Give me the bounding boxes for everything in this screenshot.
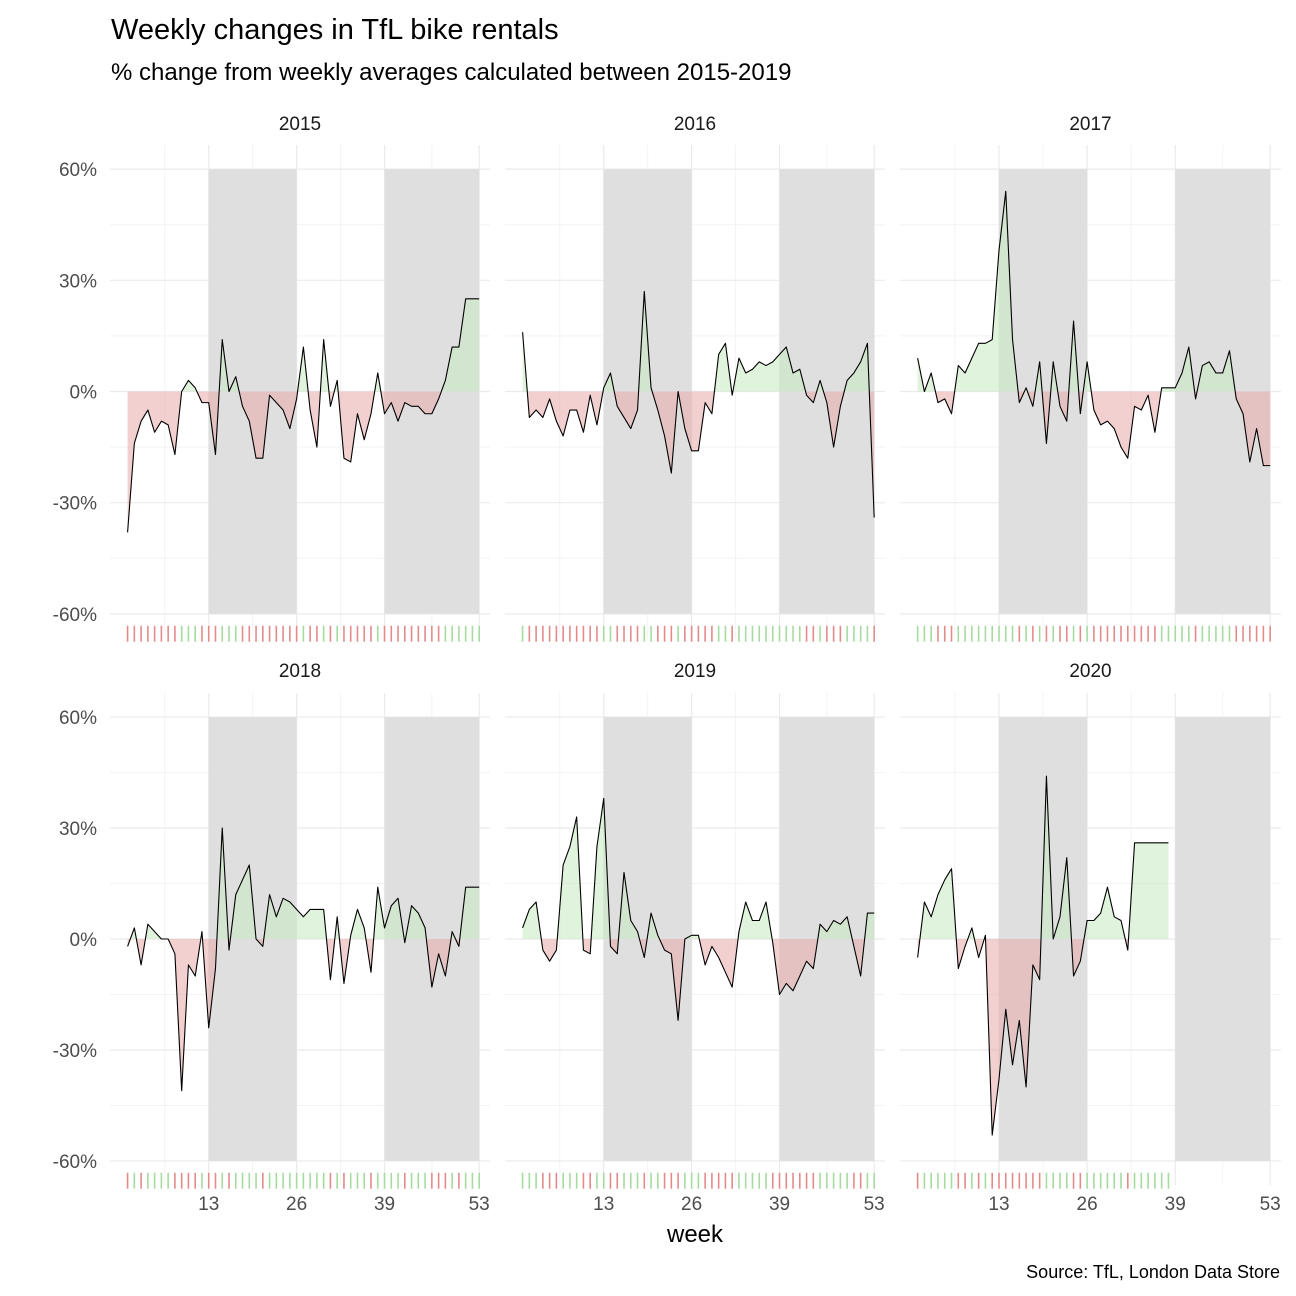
series-line (917, 190, 1271, 467)
positive-area (522, 798, 875, 939)
facet-strip-label: 2017 (1069, 114, 1111, 135)
x-tick-label: 53 (1260, 1194, 1281, 1215)
chart-subtitle: % change from weekly averages calculated… (111, 59, 791, 86)
facet-panel-2018: 2018 -60% -30% 0% 30% 60% 13 26 39 53 (53, 661, 490, 1215)
facet-panel-2015: 2015 -60% -30% 0% 30% 60% (53, 114, 490, 642)
facet-panel-2017: 2017 (900, 114, 1281, 642)
y-tick-label: -60% (53, 1152, 97, 1173)
facet-panel-2016: 2016 (505, 114, 885, 642)
y-tick-label: 30% (59, 819, 97, 840)
facet-strip-label: 2015 (279, 114, 321, 135)
positive-area (917, 191, 1271, 392)
series-line (917, 775, 1169, 1136)
facet-panel-2020: 2020 13 26 39 53 (900, 661, 1281, 1215)
y-tick-label: 30% (59, 271, 97, 292)
facet-panels: 2015 -60% -30% 0% 30% 60% 2016 2017 2018 -60% -30%… (53, 114, 1281, 1215)
positive-area (522, 291, 875, 392)
facet-strip-label: 2019 (674, 661, 716, 682)
y-tick-label: 60% (59, 160, 97, 181)
series-line (127, 298, 480, 533)
series-line (522, 797, 875, 1021)
chart-title: Weekly changes in TfL bike rentals (111, 14, 559, 46)
positive-area (127, 828, 480, 939)
y-tick-label: 0% (70, 383, 98, 404)
negative-area (127, 939, 480, 1091)
y-tick-label: -30% (53, 494, 97, 515)
facet-strip-label: 2016 (674, 114, 716, 135)
caption: Source: TfL, London Data Store (1026, 1262, 1280, 1282)
y-tick-label: -60% (53, 605, 97, 626)
x-tick-label: 13 (988, 1194, 1009, 1215)
x-axis-title: week (666, 1221, 724, 1248)
series-line (522, 290, 875, 518)
series-line (127, 827, 480, 1092)
facet-strip-label: 2018 (279, 661, 321, 682)
shaded-week-range (1175, 717, 1271, 1161)
facet-panel-2019: 2019 13 26 39 53 (505, 661, 885, 1215)
x-tick-label: 53 (469, 1194, 490, 1215)
x-tick-label: 26 (286, 1194, 307, 1215)
x-tick-label: 26 (1077, 1194, 1098, 1215)
x-tick-label: 13 (198, 1194, 219, 1215)
negative-area (127, 391, 480, 533)
y-tick-label: -30% (53, 1041, 97, 1062)
x-tick-label: 13 (593, 1194, 614, 1215)
facet-strip-label: 2020 (1069, 661, 1111, 682)
positive-area (917, 776, 1169, 939)
x-tick-label: 53 (864, 1194, 885, 1215)
y-tick-label: 60% (59, 708, 97, 729)
x-tick-label: 39 (769, 1194, 790, 1215)
x-tick-label: 39 (374, 1194, 395, 1215)
positive-area (127, 298, 480, 392)
x-tick-label: 26 (681, 1194, 702, 1215)
y-tick-label: 0% (70, 930, 98, 951)
negative-area (522, 939, 875, 1021)
negative-area (522, 391, 875, 518)
x-tick-label: 39 (1165, 1194, 1186, 1215)
